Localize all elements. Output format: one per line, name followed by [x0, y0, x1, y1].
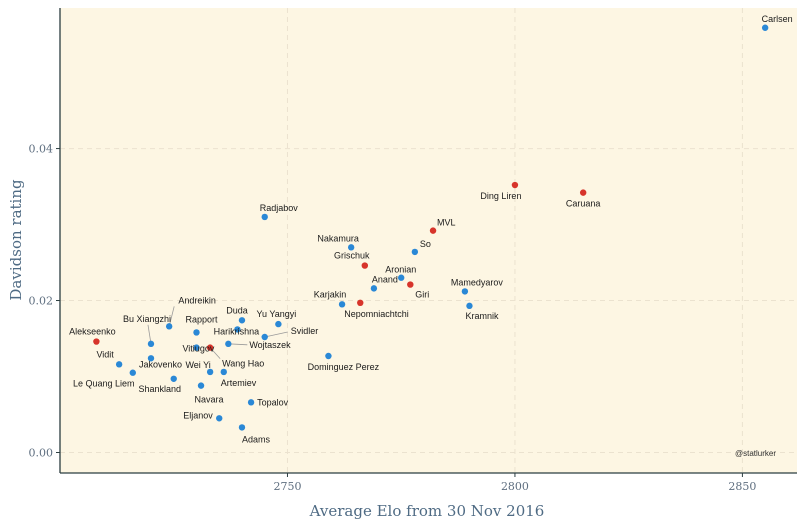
point-rapport: [193, 329, 200, 336]
label-nakamura: Nakamura: [317, 233, 359, 243]
point-navara: [197, 382, 205, 389]
label-wei-yi: Wei Yi: [185, 360, 210, 370]
point-karjakin: [338, 301, 346, 308]
data-points: [93, 24, 769, 431]
label-svidler: Svidler: [291, 326, 319, 336]
x-tick-label: 2750: [273, 480, 301, 493]
point-topalov: [247, 399, 255, 406]
point-anand: [370, 285, 378, 292]
y-tick-label: 0.02: [29, 295, 54, 308]
label-topalov: Topalov: [257, 397, 289, 407]
label-ding-liren: Ding Liren: [480, 191, 521, 201]
label-bu-xiangzhi: Bu Xiangzhi: [123, 314, 171, 324]
point-vitiugov: [193, 344, 200, 351]
label-shankland: Shankland: [138, 384, 181, 394]
point-wojtaszek: [225, 340, 232, 348]
x-tick-label: 2800: [501, 480, 529, 493]
label-kramnik: Kramnik: [465, 311, 499, 321]
x-tick-label: 2850: [728, 480, 756, 493]
label-carlsen: Carlsen: [762, 14, 793, 24]
label-rapport: Rapport: [185, 314, 218, 324]
point-carlsen: [761, 24, 769, 31]
point-nakamura: [347, 244, 355, 251]
point-svidler: [261, 333, 268, 341]
label-giri: Giri: [415, 290, 429, 300]
point-wei-yi: [206, 368, 214, 376]
point-yu-yangyi: [275, 320, 282, 328]
point-eljanov: [216, 415, 223, 422]
plot-background: [60, 8, 797, 473]
axes: 2750 2800 2850 0.00 0.02 0.04: [29, 8, 797, 493]
label-anand: Anand: [372, 274, 398, 284]
label-grischuk: Grischuk: [334, 251, 370, 261]
point-ding-liren: [511, 181, 519, 189]
point-jakovenko: [147, 355, 155, 362]
gridlines: [60, 8, 797, 473]
y-tick-label: 0.00: [29, 446, 54, 459]
point-harikrishna: [234, 326, 241, 333]
point-andreikin: [165, 323, 173, 330]
credit-text: @statlurker: [735, 449, 776, 458]
label-karjakin: Karjakin: [314, 289, 347, 299]
label-harikrishna: Harikrishna: [214, 326, 260, 336]
point-aronian: [398, 274, 405, 281]
label-aronian: Aronian: [385, 265, 416, 275]
plot-area: [60, 8, 797, 473]
leader-line-bu-xiangzhi: [147, 324, 152, 344]
point-grischuk: [361, 262, 369, 269]
point-caruana: [579, 189, 587, 196]
label-mamedyarov: Mamedyarov: [451, 277, 504, 287]
label-navara: Navara: [195, 395, 224, 405]
label-adams: Adams: [242, 434, 271, 444]
point-mvl: [429, 227, 437, 234]
label-eljanov: Eljanov: [183, 410, 213, 420]
label-wang-hao: Wang Hao: [222, 359, 264, 369]
label-alekseenko: Alekseenko: [69, 327, 116, 337]
label-caruana: Caruana: [566, 199, 601, 209]
label-duda: Duda: [226, 305, 248, 315]
point-artemiev: [220, 368, 227, 376]
point-giri: [407, 281, 414, 288]
point-duda: [238, 317, 246, 324]
point-wang-hao: [206, 344, 214, 351]
label-andreikin: Andreikin: [178, 295, 216, 305]
point-labels: Carlsen Caruana Ding Liren MVL So Aronian Giri…: [69, 14, 793, 445]
point-nepomniachtchi: [357, 299, 364, 307]
y-tick-label: 0.04: [29, 143, 54, 156]
y-axis-title: Davidson rating: [7, 179, 25, 301]
point-dominguez-perez: [325, 352, 332, 360]
point-kramnik: [466, 302, 473, 310]
label-artemiev: Artemiev: [221, 378, 257, 388]
point-mamedyarov: [461, 288, 469, 295]
point-alekseenko: [93, 338, 100, 345]
point-radjabov: [261, 213, 268, 221]
leader-line-andreikin: [168, 306, 175, 327]
label-jakovenko: Jakovenko: [139, 359, 182, 369]
label-radjabov: Radjabov: [260, 203, 299, 213]
x-axis-title: Average Elo from 30 Nov 2016: [309, 502, 545, 520]
label-so: So: [420, 239, 431, 249]
point-vidit: [115, 361, 123, 368]
label-vitiugov: Vitiugov: [182, 344, 214, 354]
point-shankland: [170, 375, 177, 382]
label-mvl: MVL: [437, 218, 456, 228]
point-so: [411, 248, 419, 256]
label-dominguez-perez: Dominguez Perez: [308, 362, 380, 372]
point-bu-xiangzhi: [147, 340, 155, 348]
label-wojtaszek: Wojtaszek: [249, 340, 291, 350]
leader-line-svidler: [264, 331, 288, 338]
label-le-quang-liem: Le Quang Liem: [73, 379, 135, 389]
label-vidit: Vidit: [96, 349, 114, 359]
point-adams: [238, 424, 246, 431]
point-le-quang-liem: [129, 369, 136, 376]
label-nepomniachtchi: Nepomniachtchi: [344, 309, 409, 319]
label-yu-yangyi: Yu Yangyi: [257, 309, 297, 319]
